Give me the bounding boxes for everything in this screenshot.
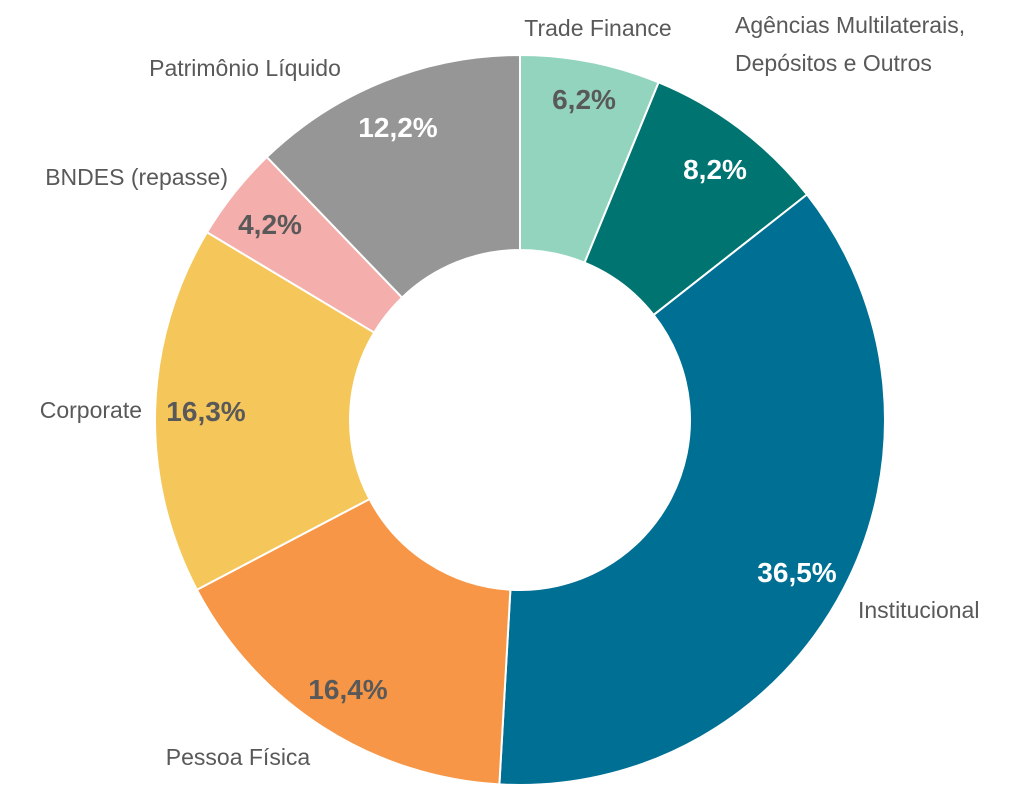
category-label: Patrimônio Líquido (149, 55, 341, 81)
value-label: 4,2% (238, 209, 302, 240)
category-label: Trade Finance (524, 15, 672, 41)
value-label: 6,2% (552, 84, 616, 115)
value-label: 36,5% (757, 557, 837, 588)
category-label: Agências Multilaterais, Depósitos e Outr… (735, 12, 966, 76)
category-label: Pessoa Física (165, 744, 311, 770)
category-label: BNDES (repasse) (45, 164, 228, 190)
slice (195, 497, 512, 786)
category-label: Corporate (39, 397, 142, 423)
category-label: Institucional (858, 597, 980, 623)
value-label: 8,2% (683, 154, 747, 185)
slice (498, 193, 886, 786)
value-label: 16,4% (308, 674, 388, 705)
value-label: 12,2% (358, 112, 438, 143)
slice (265, 53, 521, 299)
slice (154, 230, 376, 592)
value-label: 16,3% (166, 396, 246, 427)
